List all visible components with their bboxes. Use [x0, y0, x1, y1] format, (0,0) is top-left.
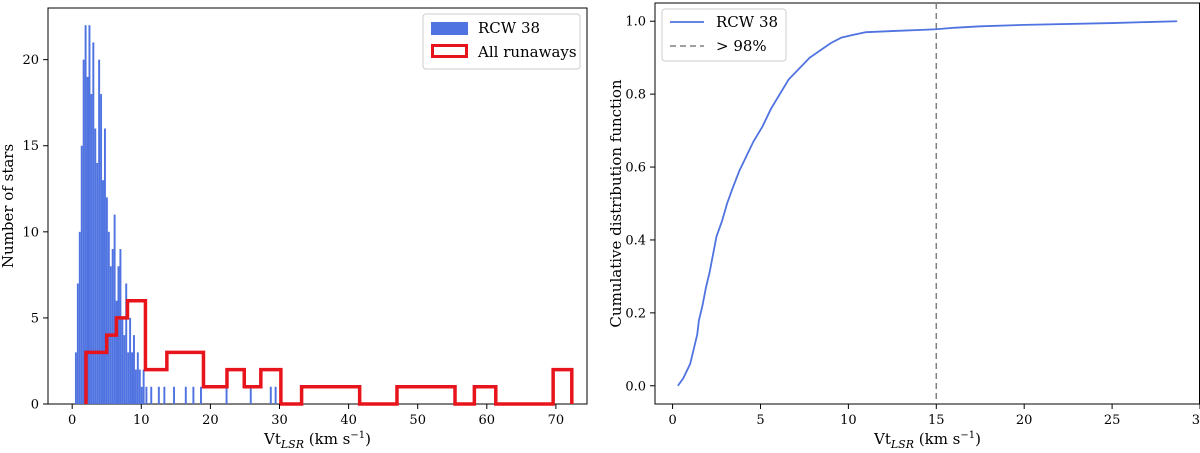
y-tick-label: 20: [22, 53, 39, 68]
rcw38-bar: [84, 25, 87, 404]
rcw38-bar: [138, 369, 141, 404]
x-tick-label: 70: [548, 413, 565, 428]
rcw38-bar: [119, 249, 122, 404]
legend-label-cdf-rcw38: RCW 38: [716, 13, 778, 31]
rcw38-bar: [107, 231, 110, 404]
rcw38-bar: [150, 386, 153, 404]
x-tick-label: 0: [668, 413, 676, 428]
x-tick-label: 50: [409, 413, 426, 428]
x-tick-label: 30: [271, 413, 288, 428]
histogram-x-ticks: 0 10 20 30 40 50 60 70: [68, 404, 564, 428]
histogram-y-ticks: 0 5 10 15 20: [22, 53, 48, 413]
y-tick-label: 0.2: [625, 306, 646, 321]
rcw38-bar: [157, 386, 160, 404]
rcw38-bar: [113, 214, 116, 404]
rcw38-bar: [192, 386, 195, 404]
rcw38-bar: [142, 369, 145, 404]
rcw38-bar: [92, 42, 95, 404]
x-tick-label: 0: [68, 413, 76, 428]
cdf-plot-frame: [654, 2, 1200, 405]
x-tick-label: 40: [340, 413, 357, 428]
rcw38-bar: [78, 231, 81, 404]
rcw38-bar: [76, 283, 79, 404]
rcw38-bar: [103, 128, 106, 405]
cdf-panel: 0 5 10 15 20 25 30 0.0 0.2 0.4 0.6 0.8 1.0 Cumulati…: [607, 2, 1200, 451]
legend-swatch-rcw38: [431, 22, 468, 35]
x-tick-label: 60: [479, 413, 496, 428]
rcw38-bar: [249, 386, 252, 404]
rcw38-bar: [125, 283, 128, 404]
rcw38-bar: [134, 369, 137, 404]
legend-label-rcw38: RCW 38: [478, 19, 540, 37]
rcw38-bar: [269, 386, 272, 404]
rcw38-bar: [184, 386, 187, 404]
x-tick-label: 20: [202, 413, 219, 428]
rcw38-bar: [163, 386, 166, 404]
cdf-y-axis-label: Cumulative distribution function: [607, 79, 625, 327]
histogram-panel: 0 10 20 30 40 50 60 70 0 5 10 15 20 Number of stars…: [0, 7, 588, 451]
rcw38-bar: [274, 386, 277, 404]
y-tick-label: 0.0: [625, 379, 646, 394]
rcw38-bar: [136, 352, 139, 404]
rcw38-bar: [132, 335, 135, 404]
cdf-y-ticks: 0.0 0.2 0.4 0.6 0.8 1.0: [625, 15, 655, 394]
rcw38-bar: [102, 180, 104, 404]
rcw38-cdf-line: [677, 20, 1178, 387]
y-tick-label: 15: [22, 139, 39, 154]
x-tick-label: 20: [1016, 413, 1033, 428]
rcw38-bar: [86, 76, 89, 404]
rcw38-bar: [140, 386, 143, 404]
rcw38-bar: [90, 94, 93, 404]
rcw38-bar: [82, 59, 85, 405]
rcw38-histogram-bars: [74, 25, 277, 405]
x-tick-label: 30: [1192, 413, 1200, 428]
y-tick-label: 1.0: [625, 15, 646, 30]
histogram-y-axis-label: Number of stars: [0, 144, 17, 268]
y-tick-label: 5: [31, 311, 39, 326]
legend-label-runaways: All runaways: [477, 43, 577, 61]
x-tick-label: 5: [756, 413, 764, 428]
legend-label-threshold: > 98%: [716, 37, 767, 55]
cdf-x-ticks: 0 5 10 15 20 25 30: [668, 404, 1200, 428]
rcw38-bar: [131, 352, 133, 404]
histogram-legend: RCW 38 All runaways: [422, 13, 581, 70]
rcw38-bar: [173, 386, 176, 404]
rcw38-bar: [105, 197, 108, 404]
x-tick-label: 10: [840, 413, 857, 428]
rcw38-bar: [74, 352, 77, 404]
legend-swatch-runaways: [431, 44, 468, 58]
rcw38-bar: [96, 162, 99, 404]
rcw38-bar: [117, 266, 120, 404]
y-tick-label: 0.4: [625, 233, 646, 248]
rcw38-bar: [127, 352, 130, 404]
rcw38-bar: [145, 386, 148, 404]
rcw38-bar: [129, 317, 132, 404]
rcw38-bar: [94, 128, 97, 405]
rcw38-bar: [121, 317, 124, 404]
rcw38-bar: [80, 145, 83, 404]
x-tick-label: 10: [133, 413, 150, 428]
rcw38-bar: [98, 59, 101, 405]
rcw38-bar: [123, 335, 126, 404]
x-tick-label: 25: [1104, 413, 1121, 428]
y-tick-label: 0: [31, 398, 39, 413]
rcw38-bar: [88, 25, 91, 404]
runaways-step-histogram: [84, 298, 574, 406]
rcw38-bar: [115, 300, 118, 404]
rcw38-bar: [200, 386, 202, 404]
y-tick-label: 0.8: [625, 88, 646, 103]
histogram-x-axis-label: VtLSR (km s−1): [263, 430, 371, 451]
cdf-x-axis-label: VtLSR (km s−1): [873, 430, 981, 451]
rcw38-bar: [100, 94, 103, 404]
x-tick-label: 15: [928, 413, 945, 428]
y-tick-label: 10: [22, 225, 39, 240]
rcw38-bar: [225, 386, 228, 404]
rcw38-bar: [111, 249, 114, 404]
histogram-plot-frame: [47, 7, 588, 405]
cdf-legend: RCW 38 > 98%: [661, 8, 787, 62]
y-tick-label: 0.6: [625, 161, 646, 176]
